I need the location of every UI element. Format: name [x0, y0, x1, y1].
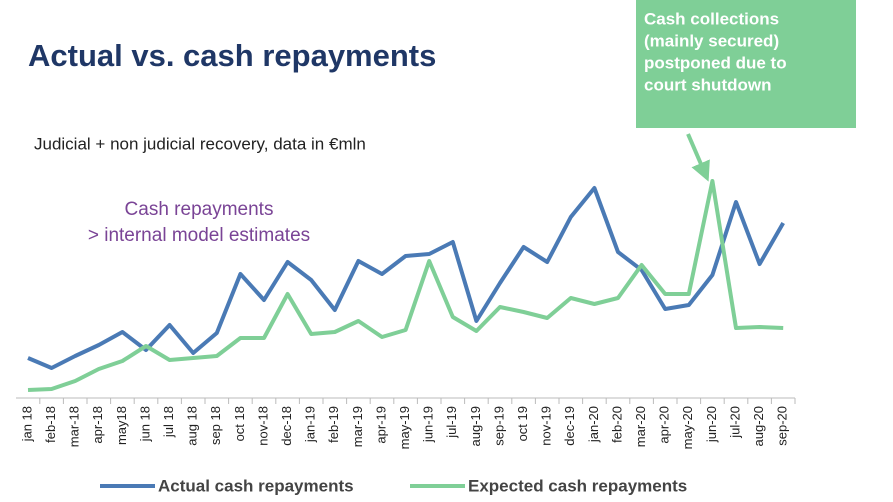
- callout-line: court shutdown: [644, 75, 771, 94]
- x-tick-label: sep 18: [208, 406, 223, 445]
- series-line: [27, 186, 785, 370]
- x-tick-label: jul 18: [161, 406, 176, 438]
- x-tick-label: apr-20: [657, 406, 672, 444]
- chart-subtitle: Judicial + non judicial recovery, data i…: [34, 134, 366, 153]
- x-tick-label: apr-19: [373, 406, 388, 444]
- callout-text: Cash collections (mainly secured) postpone…: [644, 9, 787, 94]
- x-tick-label: dec-19: [562, 406, 577, 446]
- x-tick-label: sep-19: [491, 406, 506, 446]
- x-tick-label: may-20: [680, 406, 695, 449]
- x-tick-label: jul-20: [727, 406, 742, 439]
- legend-label: Actual cash repayments: [158, 476, 354, 495]
- x-tick-label: apr-18: [90, 406, 105, 444]
- callout-line: (mainly secured): [644, 31, 779, 50]
- x-tick-label: feb-18: [43, 406, 58, 443]
- x-tick-label: oct 19: [515, 406, 530, 441]
- annotation: > internal model estimates: [88, 225, 310, 246]
- annotation: Cash repayments: [125, 199, 274, 220]
- x-tick-label: jun-20: [704, 406, 719, 443]
- series-line: [27, 179, 784, 392]
- x-tick-label: nov-19: [539, 406, 554, 446]
- legend-label: Expected cash repayments: [468, 476, 687, 495]
- x-tick-label: jul-19: [444, 406, 459, 439]
- x-tick-label: aug-20: [751, 406, 766, 446]
- x-tick-label: oct 18: [232, 406, 247, 441]
- x-tick-label: jan-20: [586, 406, 601, 443]
- x-tick-label: feb-19: [326, 406, 341, 443]
- x-tick-label: mar-20: [633, 406, 648, 447]
- x-tick-label: jan-19: [303, 406, 318, 443]
- x-tick-label: may-19: [397, 406, 412, 449]
- callout-line: Cash collections: [644, 9, 779, 28]
- chart-title: Actual vs. cash repayments: [28, 38, 436, 73]
- callout-box: [636, 0, 856, 128]
- callout-line: postponed due to: [644, 53, 787, 72]
- x-tick-label: nov-18: [255, 406, 270, 446]
- x-tick-label: mar-18: [67, 406, 82, 447]
- x-tick-label: feb-20: [609, 406, 624, 443]
- x-tick-label: mar-19: [350, 406, 365, 447]
- callout-arrow: [686, 133, 710, 182]
- x-tick-label: aug-19: [468, 406, 483, 446]
- x-tick-label: may18: [114, 406, 129, 445]
- x-tick-label: jun 18: [137, 406, 152, 442]
- x-tick-label: jan 18: [19, 406, 34, 442]
- x-tick-label: sep-20: [775, 406, 790, 446]
- x-tick-label: jun-19: [421, 406, 436, 443]
- x-tick-label: dec-18: [279, 406, 294, 446]
- x-tick-label: aug 18: [185, 406, 200, 446]
